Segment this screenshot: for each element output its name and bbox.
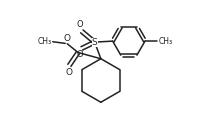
Text: O: O — [77, 50, 83, 59]
Text: CH₃: CH₃ — [158, 37, 172, 46]
Text: CH₃: CH₃ — [38, 37, 52, 46]
Text: S: S — [92, 38, 97, 47]
Text: O: O — [77, 20, 83, 29]
Text: O: O — [63, 34, 70, 43]
Text: O: O — [65, 68, 72, 77]
